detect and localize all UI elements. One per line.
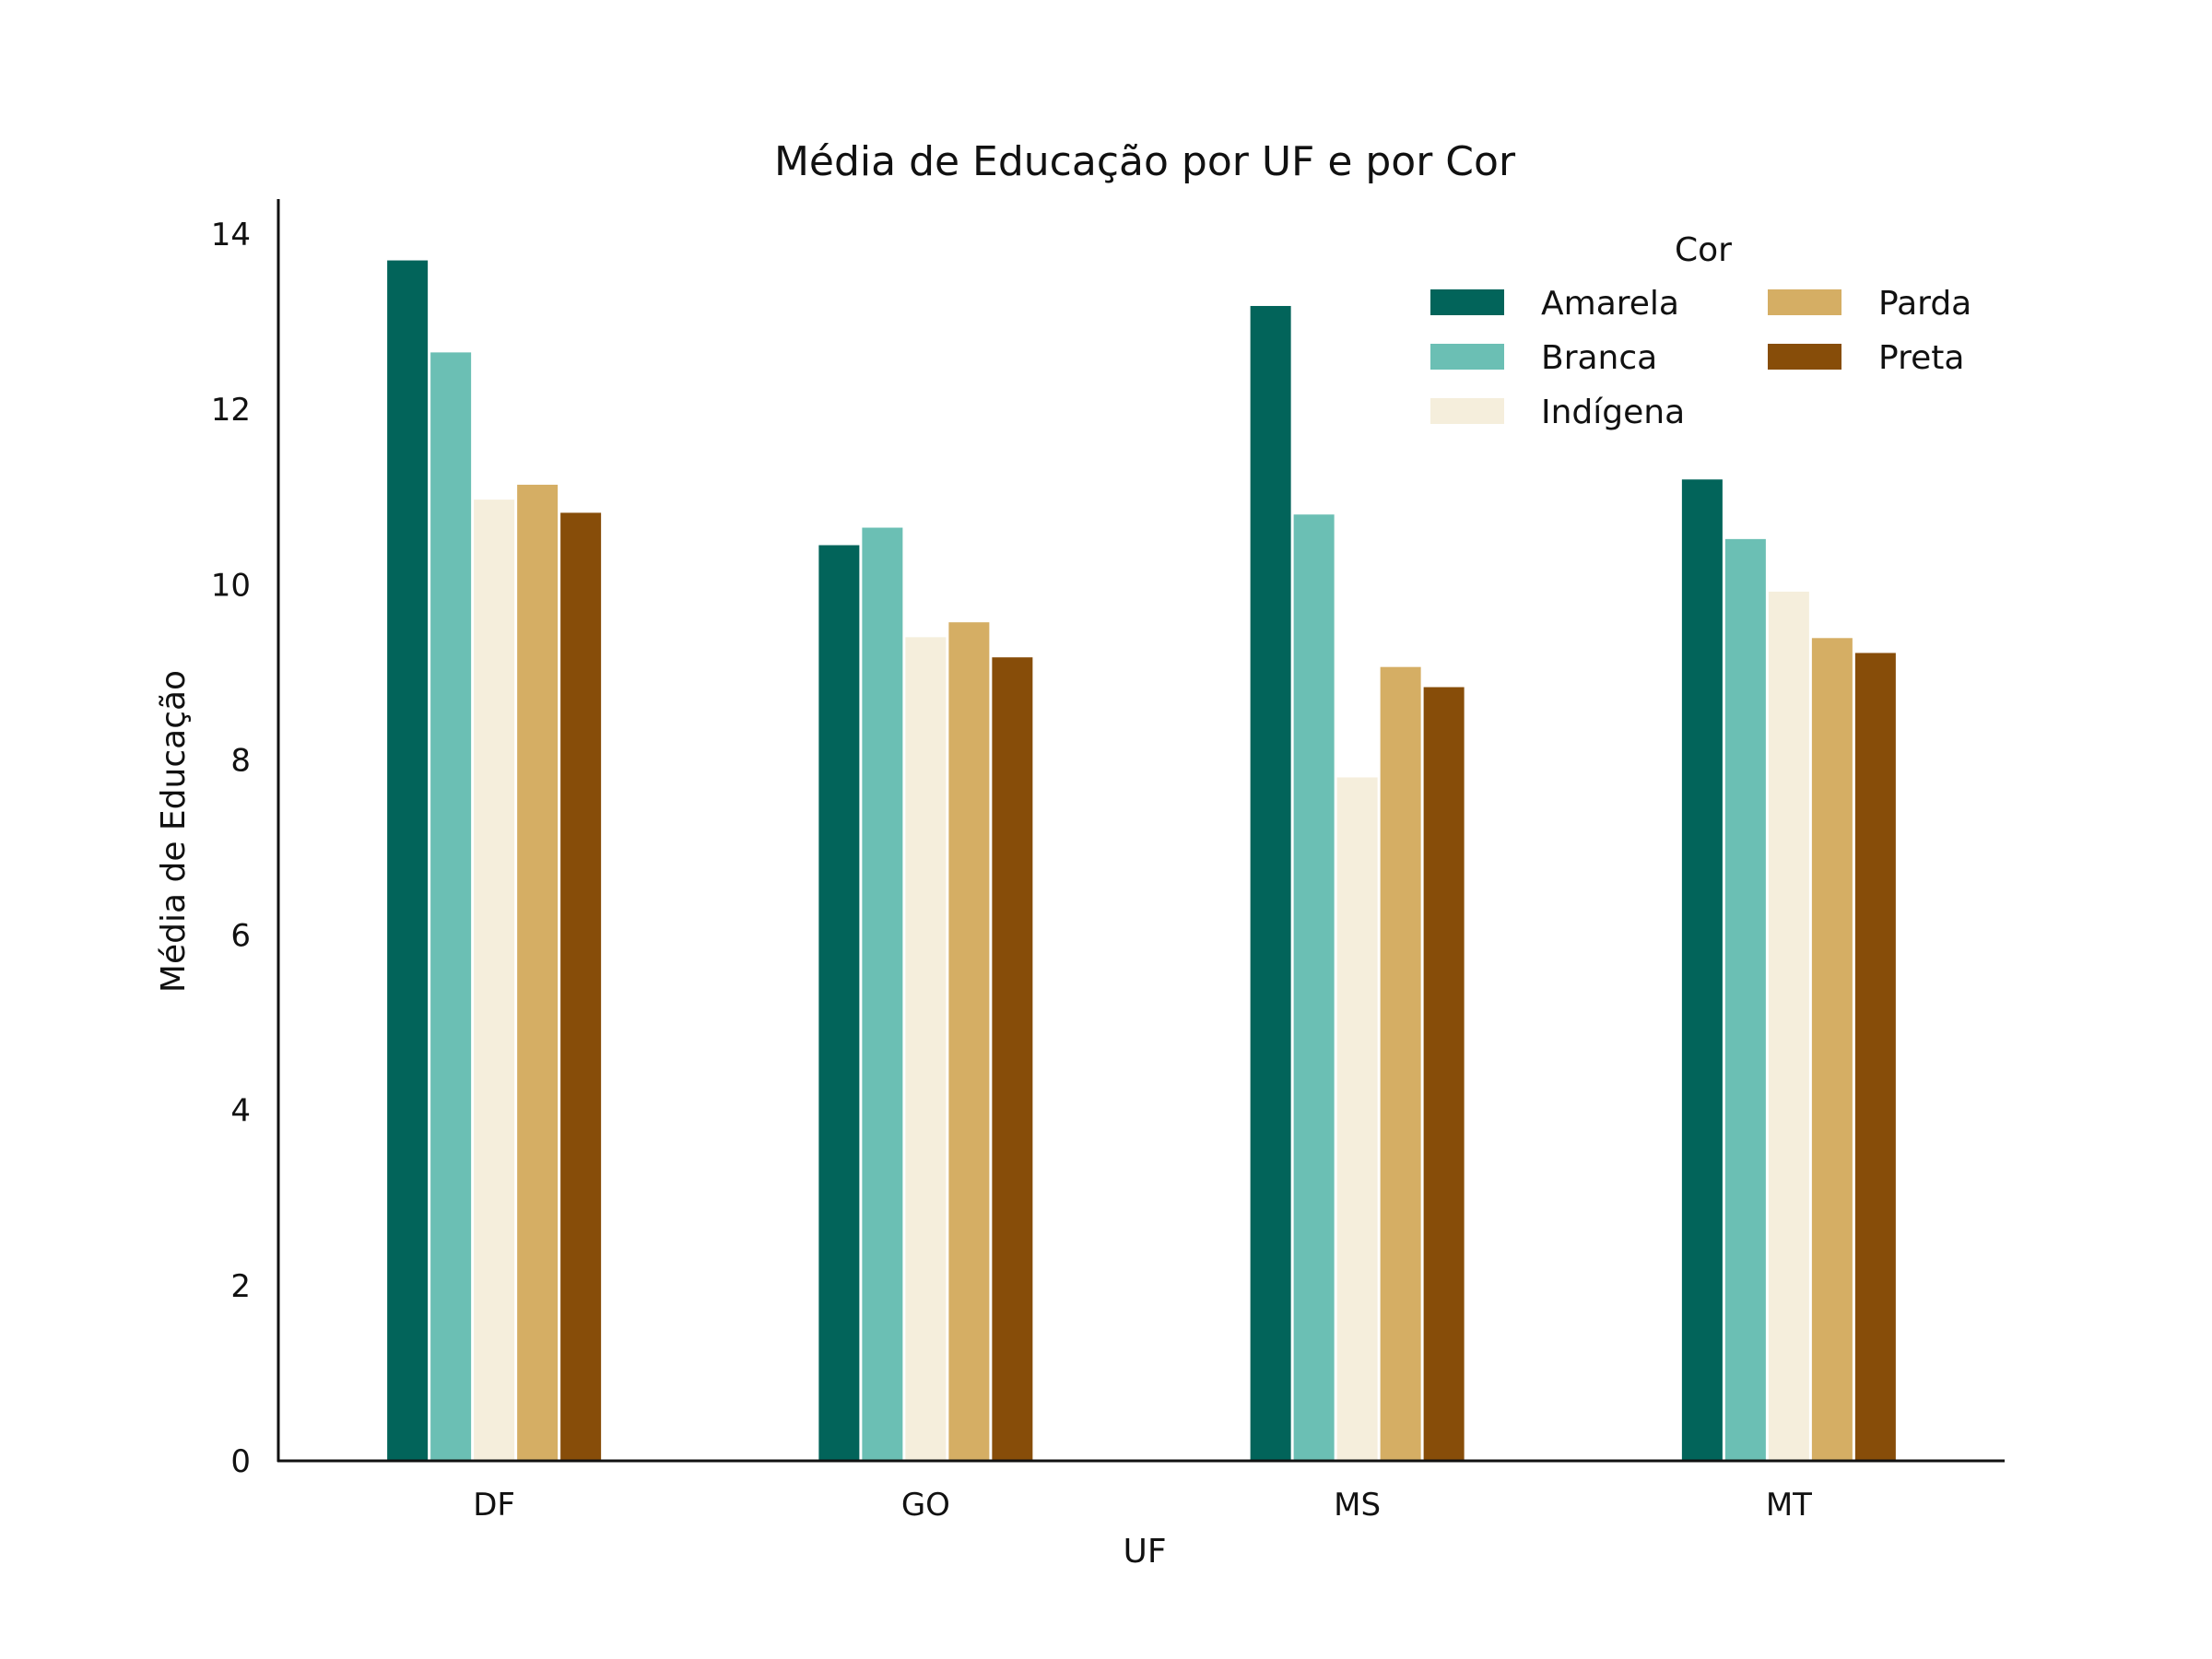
legend-title: Cor [1675, 231, 1732, 269]
legend-label: Amarela [1541, 285, 1679, 323]
bar-indgena-mt [1768, 591, 1809, 1461]
bar-branca-df [430, 352, 472, 1461]
y-tick-label: 8 [230, 742, 251, 779]
ticks-group: 0 2 4 6 8 10 12 14 DF GO MS MT [211, 217, 1812, 1524]
bar-amarela-go [818, 545, 860, 1461]
bar-indgena-df [474, 500, 515, 1462]
bar-preta-go [992, 657, 1033, 1461]
bar-branca-mt [1724, 538, 1766, 1461]
y-tick-label: 4 [230, 1093, 251, 1130]
bar-parda-df [517, 484, 559, 1461]
bar-indgena-ms [1336, 777, 1378, 1461]
legend-label: Indígena [1541, 394, 1685, 431]
y-tick-label: 0 [230, 1443, 251, 1480]
bar-branca-ms [1293, 514, 1335, 1461]
bar-preta-ms [1423, 687, 1465, 1461]
bar-preta-mt [1854, 653, 1896, 1461]
bar-amarela-df [387, 260, 429, 1462]
x-tick-label: MS [1334, 1487, 1381, 1524]
legend-label: Branca [1541, 339, 1657, 377]
y-tick-label: 6 [230, 918, 251, 955]
bar-parda-go [948, 622, 990, 1461]
y-tick-label: 2 [230, 1268, 251, 1305]
legend-label: Preta [1878, 339, 1964, 377]
bar-parda-mt [1811, 638, 1853, 1461]
x-axis-label: UF [1123, 1533, 1166, 1571]
legend-swatch [1768, 344, 1841, 370]
bar-indgena-go [905, 637, 947, 1461]
y-axis-label: Média de Educação [155, 670, 193, 993]
x-tick-label: GO [901, 1487, 950, 1524]
x-tick-label: DF [473, 1487, 515, 1524]
chart-title: Média de Educação por UF e por Cor [774, 138, 1516, 185]
axes-group [276, 199, 2005, 1463]
bar-amarela-mt [1681, 479, 1723, 1462]
legend: Cor Amarela Branca Indígena Parda Preta [1430, 231, 1971, 431]
bar-parda-ms [1380, 666, 1421, 1461]
legend-swatch [1768, 289, 1841, 315]
legend-swatch [1430, 398, 1504, 424]
bar-amarela-ms [1250, 305, 1291, 1461]
bars-group [387, 260, 1896, 1462]
bar-branca-go [862, 527, 903, 1461]
y-tick-label: 12 [211, 392, 251, 429]
x-tick-label: MT [1766, 1487, 1812, 1524]
bar-preta-df [560, 512, 602, 1461]
y-tick-label: 10 [211, 567, 251, 604]
legend-swatch [1430, 289, 1504, 315]
legend-label: Parda [1878, 285, 1971, 323]
y-tick-label: 14 [211, 217, 251, 253]
legend-swatch [1430, 344, 1504, 370]
